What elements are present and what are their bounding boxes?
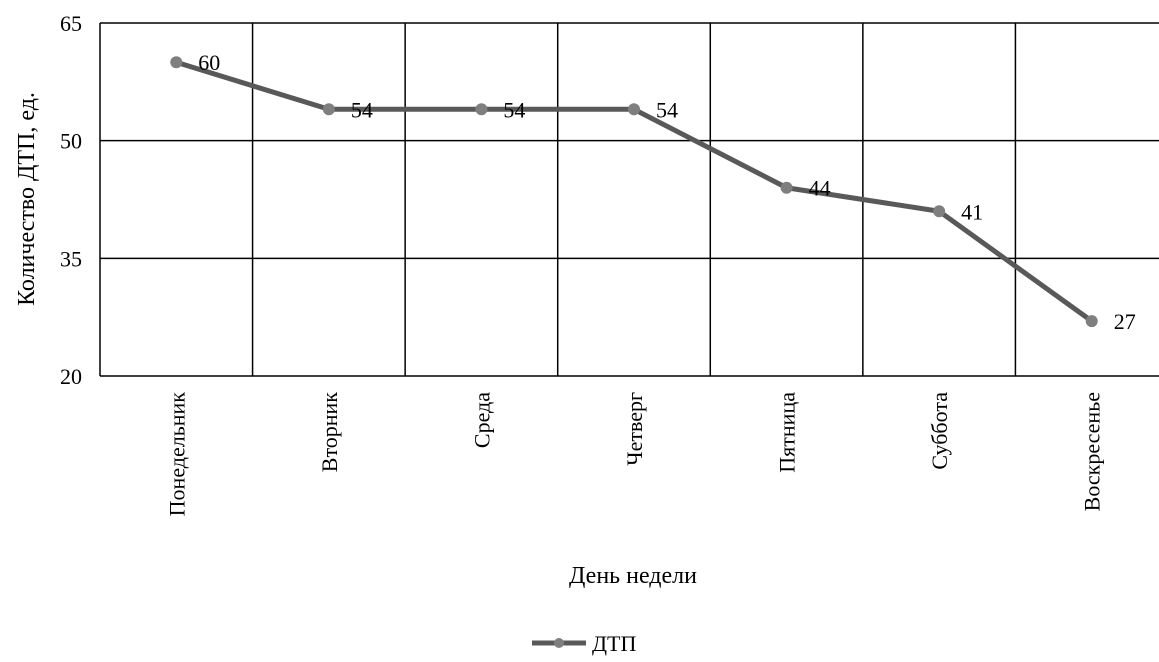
grid [99,22,1159,377]
data-point [780,181,793,194]
y-tick-label: 20 [60,364,82,389]
series-layer [170,56,1098,328]
data-label: 27 [1114,309,1136,334]
y-axis-ticks: 20 35 50 65 [60,11,82,389]
data-label: 44 [809,176,831,201]
y-tick-label: 35 [60,246,82,271]
y-tick-label: 50 [60,129,82,154]
data-point [933,205,946,218]
data-point [475,103,488,116]
data-point [628,103,640,116]
data-point [170,56,183,69]
legend-label: ДТП [592,631,636,656]
x-axis-ticks: Понедельник Вторник Среда Четверг Пятница Суб… [164,392,1104,517]
x-tick-label: Суббота [927,392,952,470]
data-label: 54 [503,97,525,122]
series-line [175,59,1094,324]
x-tick-label: Четверг [622,392,647,466]
legend: ДТП [532,631,636,656]
data-point [322,103,335,116]
y-tick-label: 65 [60,11,82,36]
x-tick-label: Понедельник [164,392,189,517]
data-label: 54 [656,97,678,122]
y-axis-title: Количество ДТП, ед. [14,92,40,306]
data-labels: 60 54 54 54 44 41 27 [198,50,1135,334]
legend-marker-swatch [554,638,564,648]
data-label: 41 [961,199,983,224]
x-tick-label: Среда [469,392,494,448]
x-tick-label: Воскресенье [1080,392,1105,511]
data-point [1085,315,1098,328]
x-tick-label: Вторник [317,392,342,473]
x-tick-label: Пятница [775,392,800,473]
data-label: 60 [198,50,220,75]
data-label: 54 [351,97,373,122]
x-axis-title: День недели [569,563,697,589]
